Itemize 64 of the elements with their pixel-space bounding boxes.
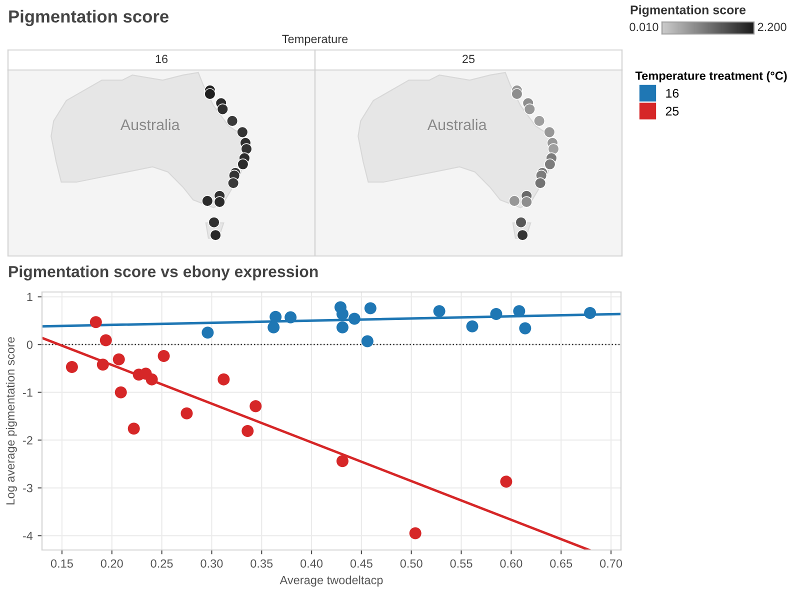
point <box>112 353 125 366</box>
color-bar-title: Pigmentation score <box>630 5 746 17</box>
point <box>466 320 478 332</box>
chart-title: Pigmentation score vs ebony expression <box>9 266 318 280</box>
text: Temperature <box>282 34 348 46</box>
point <box>268 321 280 334</box>
x-tick-label: 0.50 <box>400 559 422 568</box>
x-tick-label: 0.55 <box>450 559 472 568</box>
x-tick-label: 0.60 <box>500 559 522 568</box>
point <box>336 455 348 468</box>
y-tick-label: -3 <box>23 484 32 492</box>
text: Pigmentation score <box>9 10 169 26</box>
point <box>519 322 532 334</box>
point <box>348 312 360 325</box>
point <box>361 335 374 348</box>
y-tick-label: -4 <box>23 532 33 540</box>
point <box>128 422 140 435</box>
point <box>242 425 254 438</box>
text: 2.200 <box>758 22 786 32</box>
legend-label: 16 <box>666 88 679 98</box>
point <box>146 373 158 386</box>
point <box>250 400 262 412</box>
x-tick-label: 0.40 <box>300 559 323 568</box>
x-tick-label: 0.70 <box>600 559 622 568</box>
legend-title: Temperature treatment (°C) <box>635 71 787 82</box>
text: Australia <box>427 118 487 130</box>
point <box>96 358 109 371</box>
text: 0.010 <box>630 22 658 32</box>
category-label: 16 <box>156 54 168 64</box>
point <box>433 305 446 318</box>
point <box>500 476 512 488</box>
point <box>218 373 230 386</box>
point <box>158 350 170 362</box>
x-tick-label: 0.65 <box>550 559 572 568</box>
point <box>270 310 282 323</box>
point <box>114 386 127 398</box>
x-tick-label: 0.20 <box>100 559 123 568</box>
y-axis-title: Log average pigmentation score <box>6 337 17 504</box>
y-tick-label: 1 <box>27 292 32 302</box>
y-tick-label: 0 <box>26 340 33 349</box>
x-tick-label: 0.35 <box>250 559 273 568</box>
text: Australia <box>120 118 180 130</box>
y-tick-label: -2 <box>23 436 32 444</box>
x-axis-title: Average twodeltacp <box>280 576 383 587</box>
point <box>584 307 596 320</box>
point <box>409 527 422 540</box>
point <box>364 302 376 314</box>
x-tick-label: 0.45 <box>350 559 372 568</box>
legend-label: 25 <box>666 106 679 116</box>
point <box>336 321 348 334</box>
point <box>513 305 526 318</box>
point <box>202 326 214 339</box>
x-tick-label: 0.15 <box>50 559 73 568</box>
point <box>490 308 502 320</box>
x-tick-label: 0.30 <box>200 559 223 568</box>
point <box>100 334 112 346</box>
point <box>66 360 78 374</box>
point <box>336 308 348 320</box>
point <box>284 311 297 324</box>
category-label: 25 <box>462 54 475 64</box>
x-tick-label: 0.25 <box>150 559 173 568</box>
point <box>90 316 102 328</box>
point <box>180 407 193 420</box>
y-tick-label: -1 <box>23 388 32 397</box>
